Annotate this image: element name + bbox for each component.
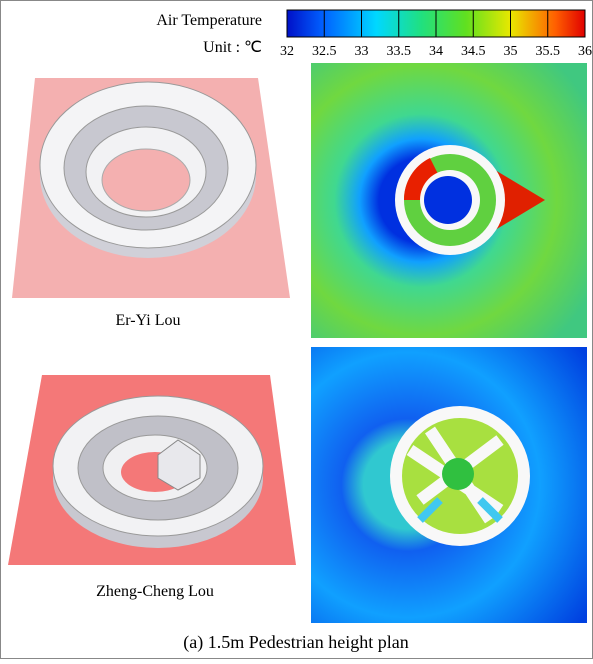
colorbar-tick-label: 33	[355, 44, 369, 59]
model-er-yi	[12, 78, 290, 298]
legend-title: Air Temperature	[156, 12, 262, 29]
heatmap-er-yi	[311, 63, 587, 338]
colorbar-tick-label: 32.5	[312, 44, 337, 59]
colorbar-tick-label: 35	[504, 44, 518, 59]
colorbar-tick-label: 34.5	[461, 44, 486, 59]
colorbar-tick-label: 34	[429, 44, 443, 59]
heatmap-zheng-cheng	[311, 347, 587, 623]
colorbar-tick-label: 33.5	[387, 44, 412, 59]
colorbar-tick-label: 32	[280, 44, 294, 59]
caption: (a) 1.5m Pedestrian height plan	[183, 632, 408, 653]
model-zheng-cheng	[8, 375, 296, 565]
colorbar-tick-label: 35.5	[536, 44, 561, 59]
panel-label: Er-Yi Lou	[116, 312, 181, 329]
legend-unit: Unit : ℃	[203, 39, 262, 56]
colorbar-tick-label: 36	[578, 44, 592, 59]
panel-label: Zheng-Cheng Lou	[96, 583, 214, 600]
